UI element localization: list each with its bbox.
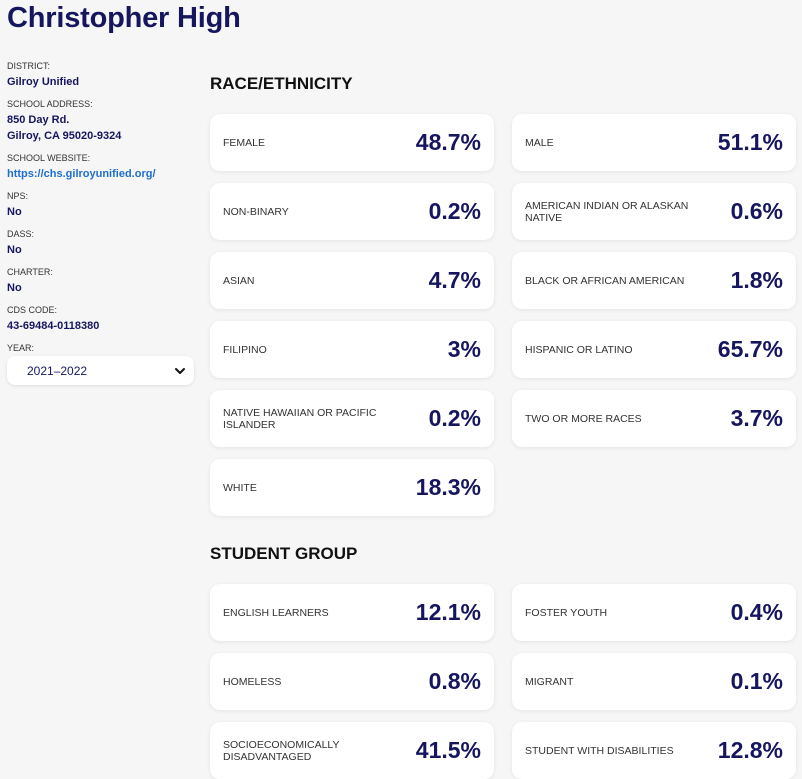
stat-value: 0.4% — [730, 599, 783, 625]
year-selected-value: 2021–2022 — [27, 363, 88, 378]
address-line2: Gilroy, CA 95020-9324 — [7, 130, 122, 142]
stat-value: 0.6% — [730, 198, 783, 224]
stat-label: NATIVE HAWAIIAN OR PACIFIC ISLANDER — [223, 406, 377, 431]
nps-value: No — [7, 206, 22, 218]
race-stat-card: TWO OR MORE RACES 3.7% — [512, 390, 796, 447]
race-stat-card: HISPANIC OR LATINO 65.7% — [512, 321, 796, 378]
stat-label: STUDENT WITH DISABILITIES — [525, 744, 674, 757]
student-stat-card: MIGRANT 0.1% — [512, 653, 796, 710]
race-stat-card: WHITE 18.3% — [210, 459, 494, 516]
stat-value: 48.7% — [415, 129, 481, 155]
stat-value: 12.8% — [717, 737, 783, 763]
nps-field: NPS: No — [7, 191, 197, 220]
race-stat-card: NATIVE HAWAIIAN OR PACIFIC ISLANDER 0.2% — [210, 390, 494, 447]
charter-value: No — [7, 282, 22, 294]
address-label: SCHOOL ADDRESS: — [7, 99, 93, 109]
year-field: YEAR: 2021–2022 — [7, 343, 197, 385]
school-info-sidebar: DISTRICT: Gilroy Unified SCHOOL ADDRESS:… — [7, 61, 197, 394]
cds-field: CDS CODE: 43-69484-0118380 — [7, 305, 197, 334]
district-label: DISTRICT: — [7, 61, 51, 71]
stat-value: 51.1% — [717, 129, 783, 155]
cds-label: CDS CODE: — [7, 305, 58, 315]
stat-value: 0.2% — [428, 405, 481, 431]
race-stat-card: MALE 51.1% — [512, 114, 796, 171]
stat-label: BLACK OR AFRICAN AMERICAN — [525, 274, 685, 287]
year-select[interactable]: 2021–2022 — [7, 356, 194, 385]
race-stat-card: FEMALE 48.7% — [210, 114, 494, 171]
stat-label: TWO OR MORE RACES — [525, 412, 642, 425]
website-field: SCHOOL WEBSITE: https://chs.gilroyunifie… — [7, 153, 197, 182]
race-stat-card: NON-BINARY 0.2% — [210, 183, 494, 240]
stat-value: 0.8% — [428, 668, 481, 694]
stat-value: 12.1% — [415, 599, 481, 625]
address-field: SCHOOL ADDRESS: 850 Day Rd. Gilroy, CA 9… — [7, 99, 197, 144]
district-field: DISTRICT: Gilroy Unified — [7, 61, 197, 90]
stat-value: 1.8% — [730, 267, 783, 293]
student-stat-card: STUDENT WITH DISABILITIES 12.8% — [512, 722, 796, 779]
nps-label: NPS: — [7, 191, 29, 201]
stat-label: MIGRANT — [525, 675, 574, 688]
address-line1: 850 Day Rd. — [7, 114, 70, 126]
race-section-title: RACE/ETHNICITY — [210, 74, 353, 93]
student-stat-card: FOSTER YOUTH 0.4% — [512, 584, 796, 641]
stat-label: WHITE — [223, 481, 257, 494]
stat-label: AMERICAN INDIAN OR ALASKAN NATIVE — [525, 199, 689, 224]
stat-label: SOCIOECONOMICALLY DISADVANTAGED — [223, 738, 340, 763]
website-link[interactable]: https://chs.gilroyunified.org/ — [7, 168, 156, 180]
stat-label: MALE — [525, 136, 554, 149]
stat-label: HOMELESS — [223, 675, 282, 688]
race-stat-card: FILIPINO 3% — [210, 321, 494, 378]
stat-label: HISPANIC OR LATINO — [525, 343, 633, 356]
stat-value: 65.7% — [717, 336, 783, 362]
dass-field: DASS: No — [7, 229, 197, 258]
student-section-title: STUDENT GROUP — [210, 544, 358, 563]
stat-label: ASIAN — [223, 274, 255, 287]
dass-value: No — [7, 244, 22, 256]
cds-value: 43-69484-0118380 — [7, 320, 100, 332]
stat-label: FILIPINO — [223, 343, 267, 356]
stat-value: 41.5% — [415, 737, 481, 763]
stat-label: FEMALE — [223, 136, 266, 149]
stat-value: 3.7% — [730, 405, 783, 431]
charter-label: CHARTER: — [7, 267, 53, 277]
district-value: Gilroy Unified — [7, 76, 80, 88]
website-label: SCHOOL WEBSITE: — [7, 153, 91, 163]
stat-value: 4.7% — [428, 267, 481, 293]
race-stat-card: AMERICAN INDIAN OR ALASKAN NATIVE 0.6% — [512, 183, 796, 240]
race-stat-card: ASIAN 4.7% — [210, 252, 494, 309]
stat-value: 0.2% — [428, 198, 481, 224]
chevron-down-icon — [175, 367, 185, 374]
stat-label: FOSTER YOUTH — [525, 606, 608, 619]
race-stat-card: BLACK OR AFRICAN AMERICAN 1.8% — [512, 252, 796, 309]
stat-value: 3% — [447, 336, 481, 362]
stat-label: NON-BINARY — [223, 205, 289, 218]
stat-value: 18.3% — [415, 474, 481, 500]
page-title: Christopher High — [7, 2, 241, 34]
dass-label: DASS: — [7, 229, 35, 239]
stat-label: ENGLISH LEARNERS — [223, 606, 329, 619]
student-stat-card: SOCIOECONOMICALLY DISADVANTAGED 41.5% — [210, 722, 494, 779]
charter-field: CHARTER: No — [7, 267, 197, 296]
student-stat-card: HOMELESS 0.8% — [210, 653, 494, 710]
student-stat-card: ENGLISH LEARNERS 12.1% — [210, 584, 494, 641]
stat-value: 0.1% — [730, 668, 783, 694]
year-label: YEAR: — [7, 343, 35, 353]
